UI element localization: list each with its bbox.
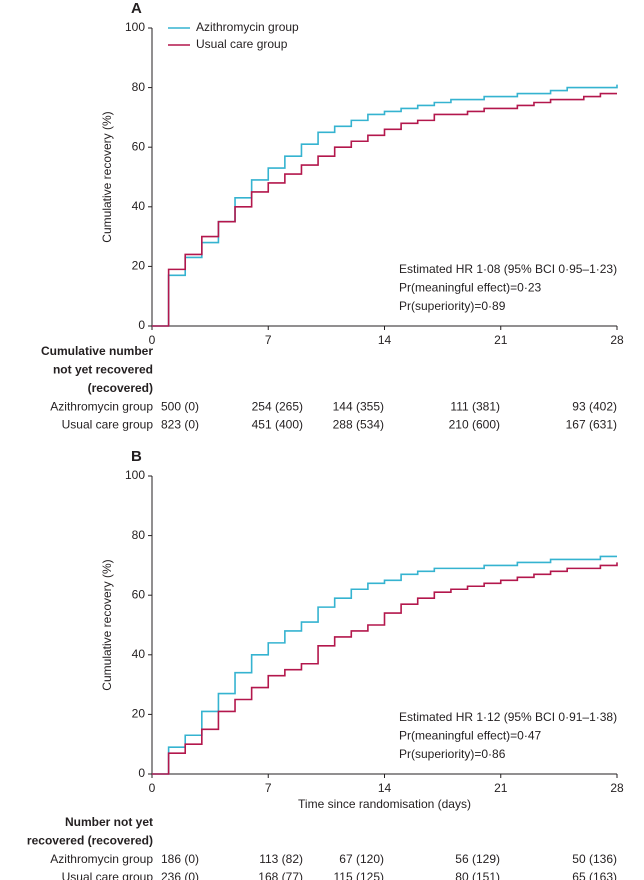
x-axis-label: Time since randomisation (days): [298, 797, 471, 811]
risk-cell: 168 (77): [258, 870, 303, 880]
risk-cell: 144 (355): [333, 400, 384, 414]
x-tick-label: 21: [494, 781, 508, 795]
x-tick-label: 21: [494, 333, 508, 347]
annotation: Pr(superiority)=0·89: [399, 299, 506, 313]
risk-cell: 254 (265): [252, 400, 303, 414]
risk-cell: 67 (120): [339, 852, 384, 866]
risk-cell: 210 (600): [449, 418, 500, 432]
risk-cell: 111 (381): [450, 400, 500, 414]
annotation: Pr(superiority)=0·86: [399, 747, 506, 761]
annotation: Estimated HR 1·08 (95% BCI 0·95–1·23): [399, 262, 617, 276]
annotation: Estimated HR 1·12 (95% BCI 0·91–1·38): [399, 710, 617, 724]
risk-table-title: Number not yet: [65, 815, 153, 829]
legend-label: Usual care group: [196, 37, 288, 51]
risk-table-title: Cumulative number: [41, 344, 153, 358]
risk-table-title: (recovered): [88, 381, 153, 395]
y-tick-label: 20: [132, 259, 146, 273]
x-tick-label: 7: [265, 333, 272, 347]
risk-cell: 451 (400): [252, 418, 303, 432]
x-tick-label: 0: [149, 333, 156, 347]
x-tick-label: 0: [149, 781, 156, 795]
x-tick-label: 14: [378, 781, 392, 795]
risk-cell: 56 (129): [455, 852, 500, 866]
risk-cell: 500 (0): [161, 400, 199, 414]
annotation: Pr(meaningful effect)=0·47: [399, 729, 542, 743]
y-tick-label: 40: [132, 647, 146, 661]
x-tick-label: 28: [610, 333, 624, 347]
y-tick-label: 100: [125, 20, 145, 34]
risk-row-name: Usual care group: [62, 870, 154, 880]
risk-cell: 236 (0): [161, 870, 199, 880]
risk-cell: 65 (163): [572, 870, 617, 880]
y-tick-label: 80: [132, 528, 146, 542]
y-tick-label: 40: [132, 199, 146, 213]
y-tick-label: 100: [125, 468, 145, 482]
risk-cell: 186 (0): [161, 852, 199, 866]
step-line: [152, 84, 618, 327]
panel-label: A: [131, 0, 142, 17]
risk-cell: 113 (82): [259, 852, 303, 866]
annotation: Pr(meaningful effect)=0·23: [399, 281, 542, 295]
step-line: [152, 555, 617, 775]
risk-table-title: recovered (recovered): [27, 834, 153, 848]
risk-cell: 93 (402): [572, 400, 617, 414]
risk-cell: 167 (631): [566, 418, 617, 432]
y-axis-label: Cumulative recovery (%): [100, 559, 114, 690]
risk-row-name: Azithromycin group: [50, 852, 153, 866]
y-tick-label: 0: [138, 766, 145, 780]
legend-label: Azithromycin group: [196, 20, 299, 34]
risk-cell: 823 (0): [161, 418, 199, 432]
risk-cell: 115 (125): [334, 870, 384, 880]
x-tick-label: 28: [610, 781, 624, 795]
y-tick-label: 60: [132, 139, 146, 153]
risk-cell: 288 (534): [333, 418, 384, 432]
risk-table-title: not yet recovered: [53, 363, 153, 377]
y-tick-label: 0: [138, 318, 145, 332]
y-axis-label: Cumulative recovery (%): [100, 111, 114, 242]
risk-row-name: Azithromycin group: [50, 400, 153, 414]
step-line: [152, 92, 617, 327]
y-tick-label: 60: [132, 587, 146, 601]
y-tick-label: 20: [132, 707, 146, 721]
x-tick-label: 7: [265, 781, 272, 795]
panel-label: B: [131, 448, 142, 465]
y-tick-label: 80: [132, 80, 146, 94]
risk-cell: 50 (136): [572, 852, 617, 866]
x-tick-label: 14: [378, 333, 392, 347]
risk-row-name: Usual care group: [62, 418, 154, 432]
risk-cell: 80 (151): [455, 870, 500, 880]
step-line: [152, 562, 618, 775]
